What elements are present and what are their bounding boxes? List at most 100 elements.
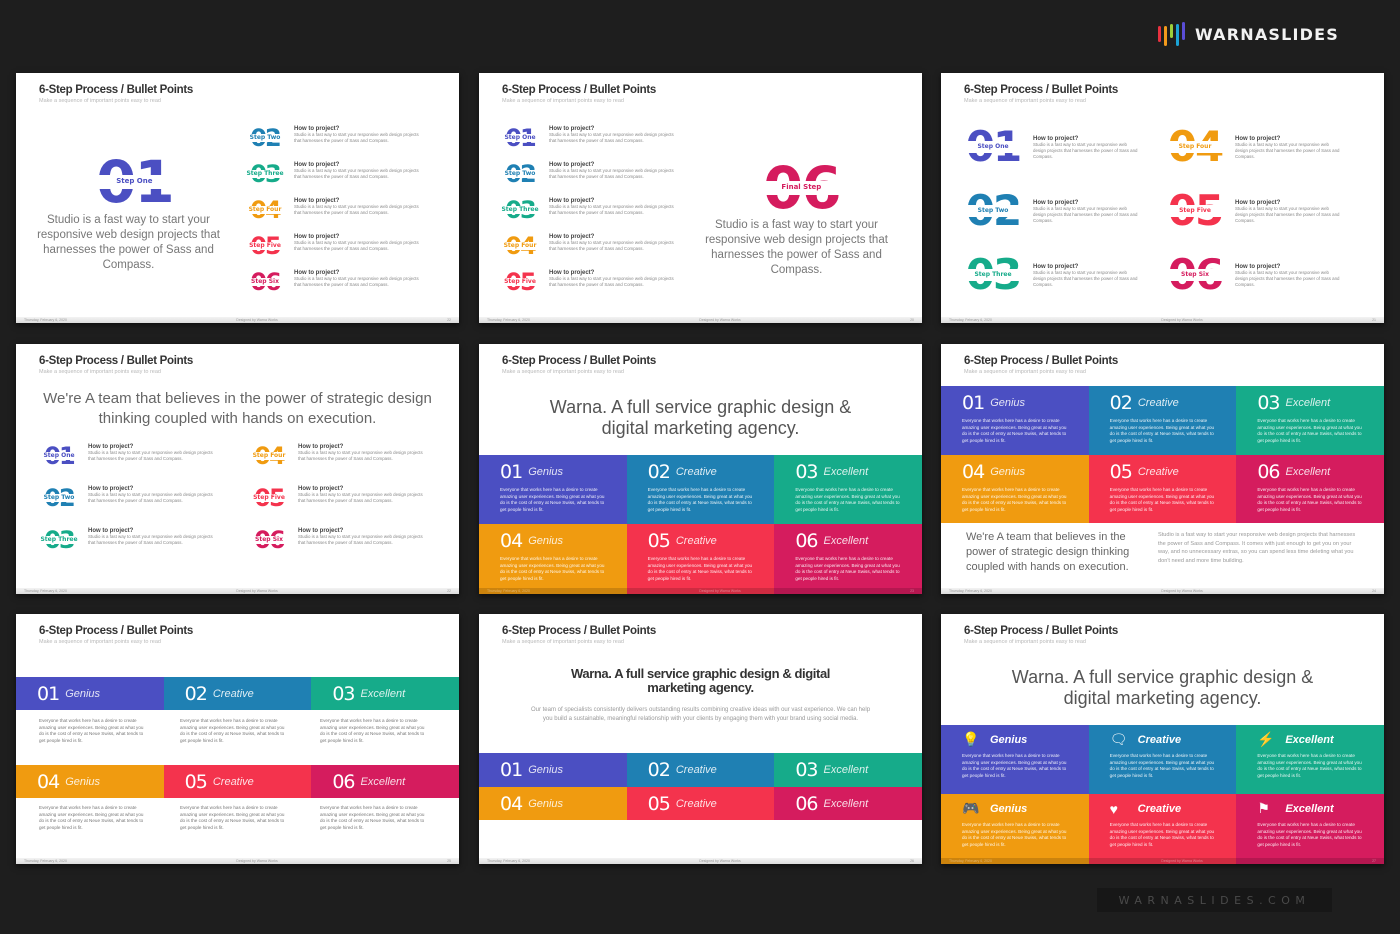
step-item: 02Step Two How to project?Studio is a fa… bbox=[244, 126, 419, 150]
slide-footer: Thursday, February 6, 2020 Designed by Wa… bbox=[941, 317, 1384, 323]
feature-cell: 05 Creative Everyone that works here has a… bbox=[1088, 455, 1237, 523]
step-item: 03Step Three How to project?Studio is a … bbox=[499, 198, 674, 222]
headline: We're A team that believes in the power … bbox=[43, 390, 432, 427]
feature-cell: 04 Genius Everyone that works here has a d… bbox=[941, 455, 1089, 523]
feature-band-top: 01 Genius 02 Creative 03 Excellent bbox=[16, 677, 459, 710]
feature-cell: ♥ Creative Everyone that works here has a … bbox=[1088, 794, 1237, 864]
step-item: 04Step Four How to project?Studio is a f… bbox=[248, 444, 423, 468]
gamepad-icon: 🎮 bbox=[962, 800, 980, 817]
slide-subtitle: Make a sequence of important points easy… bbox=[39, 98, 161, 104]
slide-subtitle: Make a sequence of important points easy… bbox=[964, 98, 1086, 104]
step-item: 05Step Five How to project?Studio is a f… bbox=[1163, 190, 1340, 232]
slide-7[interactable]: 6-Step Process / Bullet Points Make a se… bbox=[16, 614, 459, 864]
feature-cell: 06 Excellent Everyone that works here has … bbox=[1236, 455, 1384, 523]
slide-subtitle: Make a sequence of important points easy… bbox=[964, 369, 1086, 375]
feature-cell: 05 Creative bbox=[163, 765, 312, 798]
step-item: 02Step Two How to project?Studio is a fa… bbox=[961, 190, 1138, 232]
slide-subtitle: Make a sequence of important points easy… bbox=[502, 639, 624, 645]
feature-cell: 🗨 Creative Everyone that works here has a … bbox=[1088, 725, 1237, 794]
cell-desc: Everyone that works here has a desire to… bbox=[180, 718, 285, 743]
slide-title: 6-Step Process / Bullet Points bbox=[502, 625, 656, 637]
cell-desc: Everyone that works here has a desire to… bbox=[39, 718, 144, 743]
slide-footer: Thursday, February 6, 2020 Designed by Wa… bbox=[479, 858, 922, 864]
slide-subtitle: Make a sequence of important points easy… bbox=[502, 98, 624, 104]
body-text: Our team of specialists consistently del… bbox=[530, 707, 871, 722]
step-item: 06Step Six How to project?Studio is a fa… bbox=[1163, 254, 1340, 296]
slide-footer: Thursday, February 6, 2020 Designed by Wa… bbox=[941, 858, 1384, 864]
brand-bars-icon bbox=[1158, 22, 1185, 46]
lightbulb-icon: 💡 bbox=[962, 731, 980, 748]
cell-desc: Everyone that works here has a desire to… bbox=[320, 718, 425, 743]
step-item: 03Step Three How to project?Studio is a … bbox=[38, 528, 213, 552]
step-item: 06Step Six How to project?Studio is a fa… bbox=[244, 270, 419, 294]
feature-cell: 01 Genius bbox=[479, 753, 627, 787]
slide-title: 6-Step Process / Bullet Points bbox=[964, 355, 1118, 367]
feature-cell: 02 Creative bbox=[626, 753, 775, 787]
slide-6[interactable]: 6-Step Process / Bullet Points Make a se… bbox=[941, 344, 1384, 594]
step-item: 02Step Two How to project?Studio is a fa… bbox=[499, 162, 674, 186]
feature-cell: 01 Genius bbox=[16, 677, 164, 710]
slide-title: 6-Step Process / Bullet Points bbox=[39, 625, 193, 637]
slide-subtitle: Make a sequence of important points easy… bbox=[39, 639, 161, 645]
step-item: 03Step Three How to project?Studio is a … bbox=[961, 254, 1138, 296]
slide-title: 6-Step Process / Bullet Points bbox=[39, 355, 193, 367]
step-item: 04Step Four How to project?Studio is a f… bbox=[499, 234, 674, 258]
slide-footer: Thursday, February 6, 2020 Designed by Wa… bbox=[479, 317, 922, 323]
slide-footer: Thursday, February 6, 2020 Designed by Wa… bbox=[16, 588, 459, 594]
cell-desc: Everyone that works here has a desire to… bbox=[180, 805, 285, 830]
feature-cell: 🎮 Genius Everyone that works here has a de… bbox=[941, 794, 1089, 864]
feature-grid: 01 Genius Everyone that works here has a d… bbox=[479, 455, 922, 594]
slide-subtitle: Make a sequence of important points easy… bbox=[964, 639, 1086, 645]
feature-cell: ⚡ Excellent Everyone that works here has a… bbox=[1236, 725, 1384, 794]
slide-2[interactable]: 6-Step Process / Bullet Points Make a se… bbox=[479, 73, 922, 323]
step-item: 04Step Four How to project?Studio is a f… bbox=[1163, 126, 1340, 168]
brand-name: WARNASLIDES bbox=[1195, 24, 1340, 44]
feature-cell: 01 Genius Everyone that works here has a d… bbox=[479, 455, 627, 524]
feature-cell: 02 Creative bbox=[163, 677, 312, 710]
headline: Warna. A full service graphic design & d… bbox=[1011, 667, 1314, 708]
quote-text: We're A team that believes in the power … bbox=[966, 531, 1130, 573]
feature-cell: 01 Genius Everyone that works here has a d… bbox=[941, 386, 1089, 455]
step-item: 05Step Five How to project?Studio is a f… bbox=[244, 234, 419, 258]
slide-footer: Thursday, February 6, 2020 Designed by Wa… bbox=[16, 858, 459, 864]
feature-cell: 03 Excellent bbox=[311, 677, 459, 710]
feature-cell: 03 Excellent Everyone that works here has … bbox=[774, 455, 922, 524]
feature-band-bottom: 04 Genius 05 Creative 06 Excellent bbox=[16, 765, 459, 798]
feature-cell: 04 Genius Everyone that works here has a d… bbox=[479, 524, 627, 594]
headline: Warna. A full service graphic design & d… bbox=[549, 397, 852, 438]
feature-band: 01 Genius 02 Creative 03 Excellent 04 Genius… bbox=[479, 753, 922, 820]
feature-grid: 01 Genius Everyone that works here has a d… bbox=[941, 386, 1384, 523]
slide-3[interactable]: 6-Step Process / Bullet Points Make a se… bbox=[941, 73, 1384, 323]
slide-title: 6-Step Process / Bullet Points bbox=[39, 84, 193, 96]
slide-title: 6-Step Process / Bullet Points bbox=[502, 84, 656, 96]
feature-cell: 06 Excellent bbox=[774, 787, 922, 820]
slide-9[interactable]: 6-Step Process / Bullet Points Make a se… bbox=[941, 614, 1384, 864]
brand-logo: WARNASLIDES bbox=[1158, 22, 1339, 46]
slide-subtitle: Make a sequence of important points easy… bbox=[39, 369, 161, 375]
slide-title: 6-Step Process / Bullet Points bbox=[964, 625, 1118, 637]
lede-text: Studio is a fast way to start your respo… bbox=[705, 219, 888, 276]
chat-bubbles-icon: 🗨 bbox=[1109, 731, 1128, 748]
slide-title: 6-Step Process / Bullet Points bbox=[964, 84, 1118, 96]
wifi-signal-icon: ⚡ bbox=[1257, 731, 1275, 748]
feature-cell: 06 Excellent bbox=[311, 765, 459, 798]
slide-1[interactable]: 6-Step Process / Bullet Points Make a se… bbox=[16, 73, 459, 323]
body-text: Studio is a fast way to start your respo… bbox=[1158, 532, 1356, 564]
lede-text: Studio is a fast way to start your respo… bbox=[37, 214, 220, 271]
step-item: 04Step Four How to project?Studio is a f… bbox=[244, 198, 419, 222]
feature-cell: 💡 Genius Everyone that works here has a de… bbox=[941, 725, 1089, 794]
step-item: 05Step Five How to project?Studio is a f… bbox=[248, 486, 423, 510]
feature-cell: 04 Genius bbox=[479, 787, 627, 820]
flag-bolt-icon: ⚑ bbox=[1257, 800, 1270, 817]
slide-subtitle: Make a sequence of important points easy… bbox=[502, 369, 624, 375]
slide-5[interactable]: 6-Step Process / Bullet Points Make a se… bbox=[479, 344, 922, 594]
slide-4[interactable]: 6-Step Process / Bullet Points Make a se… bbox=[16, 344, 459, 594]
featured-step-number: 06 Final Step bbox=[759, 159, 844, 217]
feature-cell: 05 Creative bbox=[626, 787, 775, 820]
feature-cell: ⚑ Excellent Everyone that works here has a… bbox=[1236, 794, 1384, 864]
website-url[interactable]: WARNASLIDES.COM bbox=[1097, 888, 1332, 912]
feature-cell: 02 Creative Everyone that works here has a… bbox=[1088, 386, 1237, 455]
slide-8[interactable]: 6-Step Process / Bullet Points Make a se… bbox=[479, 614, 922, 864]
feature-cell: 06 Excellent Everyone that works here has … bbox=[774, 524, 922, 594]
